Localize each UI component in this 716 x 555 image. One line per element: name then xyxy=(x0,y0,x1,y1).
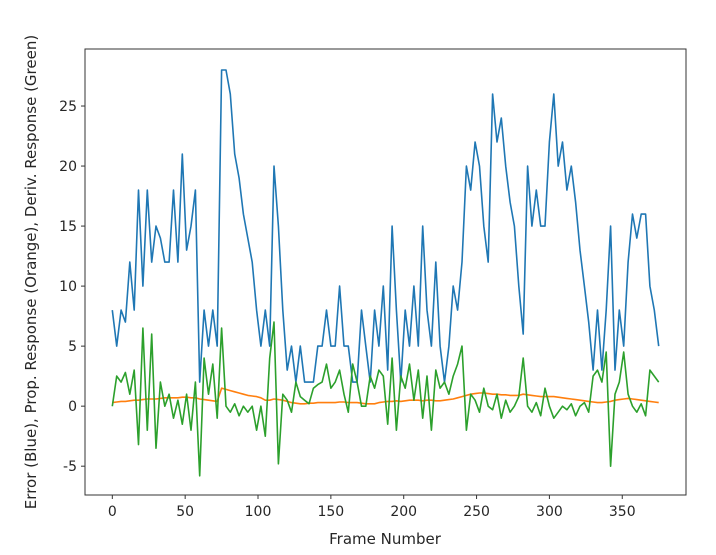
x-tick-label: 200 xyxy=(390,504,417,520)
x-axis-label: Frame Number xyxy=(329,530,442,548)
x-tick-label: 150 xyxy=(317,504,344,520)
x-tick-label: 350 xyxy=(609,504,636,520)
y-tick-label: 25 xyxy=(59,99,77,115)
axes-frame xyxy=(84,48,687,496)
error-line-blue xyxy=(111,69,660,383)
x-tick-label: 0 xyxy=(108,504,117,520)
y-tick-label: 10 xyxy=(59,279,77,295)
y-axis: -5 0 5 10 15 20 25 xyxy=(59,99,85,475)
series-lines xyxy=(111,69,660,477)
x-axis: 0 50 100 150 200 250 300 350 xyxy=(108,495,636,520)
derivative-response-line-green xyxy=(111,321,660,477)
x-tick-label: 100 xyxy=(245,504,272,520)
y-tick-label: 0 xyxy=(68,399,77,415)
y-axis-label: Error (Blue), Prop. Response (Orange), D… xyxy=(22,35,40,509)
x-tick-label: 50 xyxy=(176,504,194,520)
x-tick-label: 250 xyxy=(463,504,490,520)
y-tick-label: 20 xyxy=(59,159,77,175)
x-tick-label: 300 xyxy=(536,504,563,520)
y-tick-label: 15 xyxy=(59,219,77,235)
y-tick-label: -5 xyxy=(63,459,77,475)
y-tick-label: 5 xyxy=(68,339,77,355)
